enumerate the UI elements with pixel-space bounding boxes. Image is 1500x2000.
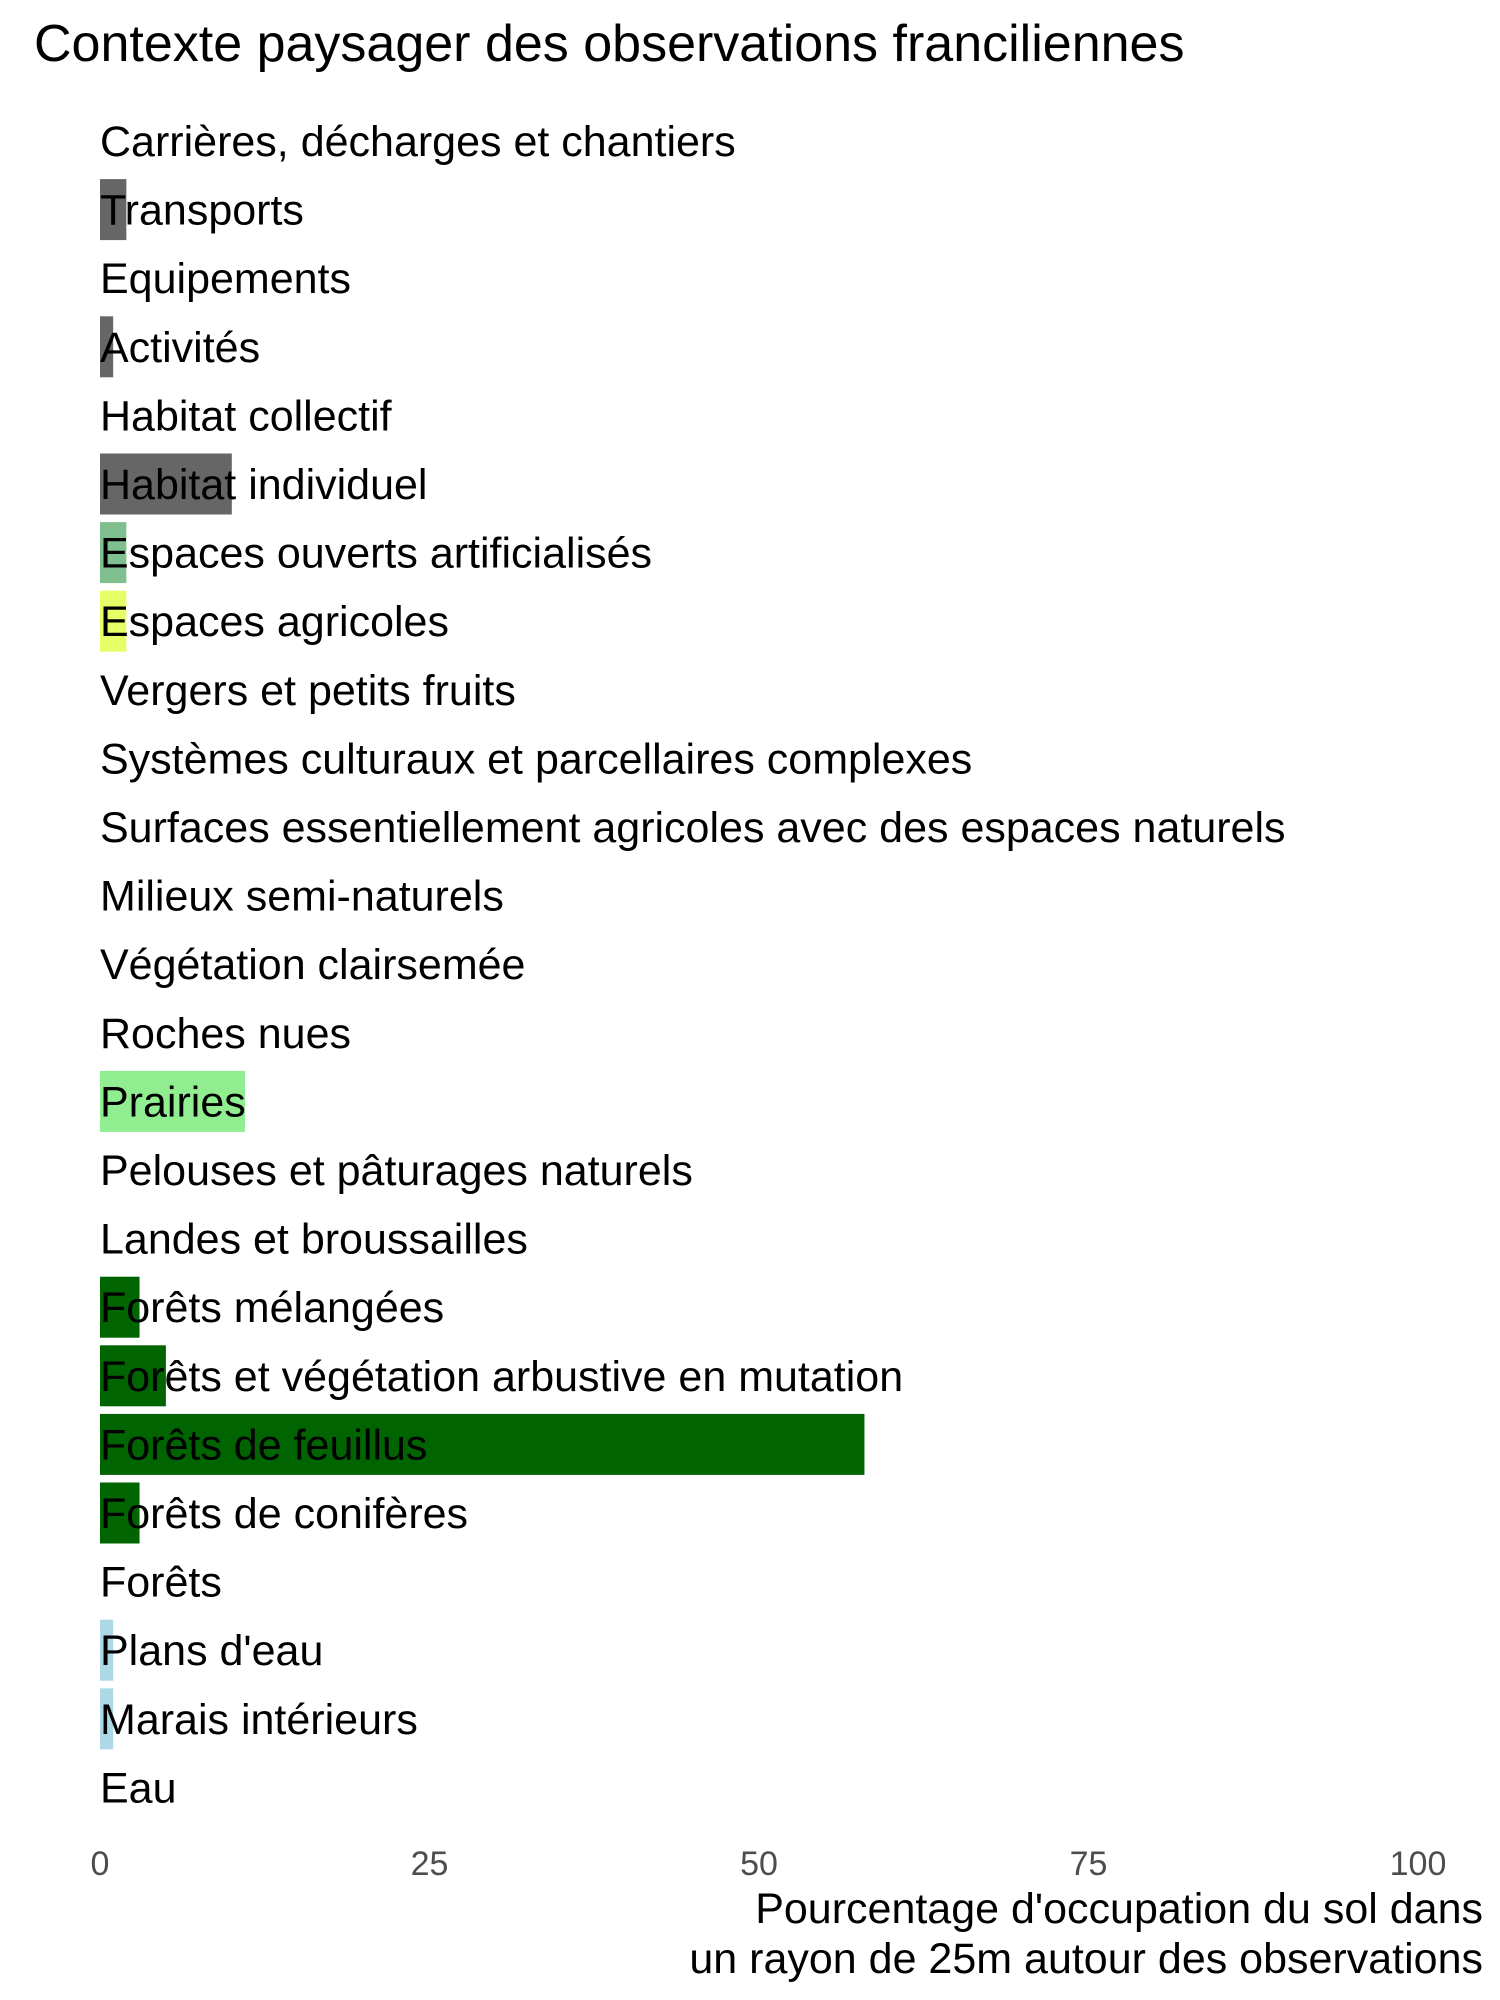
- category-label: Eau: [100, 1764, 177, 1812]
- category-label: Forêts: [100, 1559, 222, 1607]
- bar: [100, 1345, 166, 1407]
- category-label: Activités: [100, 324, 260, 372]
- category-label: Habitat collectif: [100, 392, 393, 440]
- bar: [100, 1070, 245, 1132]
- chart-title: Contexte paysager des observations franc…: [34, 15, 1185, 73]
- bar: [100, 1688, 114, 1750]
- bar: [100, 1619, 114, 1681]
- category-label: Végétation clairsemée: [100, 941, 525, 989]
- category-label: Systèmes culturaux et parcellaires compl…: [100, 735, 972, 783]
- category-label: Forêts de feuillus: [100, 1421, 427, 1469]
- x-tick-label: 25: [411, 1845, 449, 1883]
- bar: [100, 179, 127, 241]
- x-tick-label: 0: [91, 1845, 110, 1883]
- category-label: Forêts mélangées: [100, 1284, 444, 1332]
- bar: [100, 453, 232, 515]
- category-label: Surfaces essentiellement agricoles avec …: [100, 804, 1286, 852]
- category-label: Espaces agricoles: [100, 598, 449, 646]
- bar: [100, 590, 127, 652]
- x-axis-title-line-2: un rayon de 25m autour des observations: [689, 1935, 1483, 1983]
- category-label: Forêts et végétation arbustive en mutati…: [100, 1353, 903, 1401]
- x-axis-title-line-1: Pourcentage d'occupation du sol dans: [755, 1885, 1483, 1933]
- category-label: Plans d'eau: [100, 1627, 323, 1675]
- category-label: Milieux semi-naturels: [100, 873, 504, 921]
- category-label: Vergers et petits fruits: [100, 667, 516, 715]
- category-label: Equipements: [100, 255, 351, 303]
- category-label: Transports: [100, 187, 304, 235]
- category-label: Espaces ouverts artificialisés: [100, 530, 652, 578]
- category-label: Forêts de conifères: [100, 1490, 468, 1538]
- category-label: Roches nues: [100, 1010, 351, 1058]
- x-tick-label: 75: [1070, 1845, 1108, 1883]
- category-label: Prairies: [100, 1078, 246, 1126]
- bar: [100, 316, 114, 378]
- bar: [100, 1413, 865, 1475]
- bar: [100, 522, 127, 584]
- bar: [100, 1276, 140, 1338]
- category-label: Carrières, décharges et chantiers: [100, 118, 736, 166]
- category-label: Landes et broussailles: [100, 1216, 528, 1264]
- x-tick-label: 50: [740, 1845, 778, 1883]
- bar: [100, 1482, 140, 1544]
- category-label: Pelouses et pâturages naturels: [100, 1147, 693, 1195]
- x-tick-label: 100: [1390, 1845, 1447, 1883]
- category-label: Habitat individuel: [100, 461, 427, 509]
- category-label: Marais intérieurs: [100, 1696, 418, 1744]
